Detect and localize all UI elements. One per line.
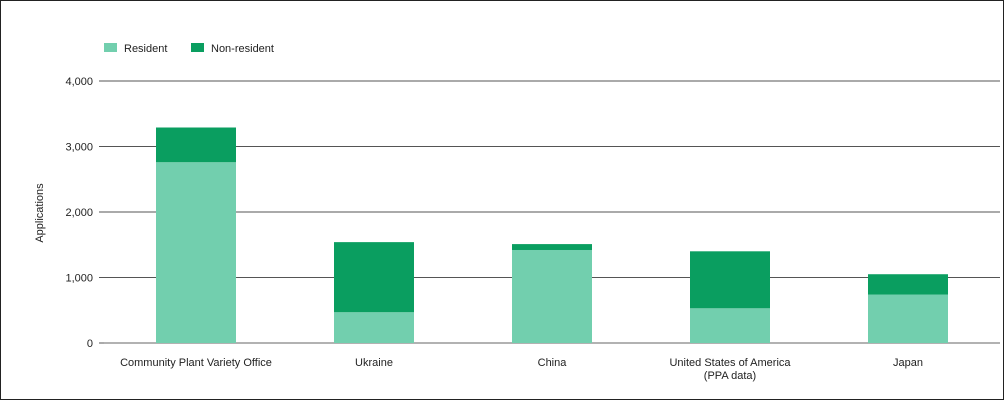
- bar-segment-resident: [868, 294, 948, 343]
- bar-segment-resident: [690, 308, 770, 343]
- bar-segment-non-resident: [334, 242, 414, 313]
- x-tick-label: China: [538, 357, 568, 369]
- x-tick-label: Japan: [893, 357, 923, 369]
- legend-swatch-non-resident: [191, 43, 204, 52]
- y-tick-label: 4,000: [65, 76, 93, 88]
- bar-segment-resident: [334, 312, 414, 343]
- x-tick-label: United States of America: [669, 357, 791, 369]
- stacked-bar-chart: 0 1,000 2,000 3,000 4,000 Applications Communi…: [34, 43, 1000, 382]
- x-tick-label: Community Plant Variety Office: [120, 357, 272, 369]
- legend-swatch-resident: [104, 43, 117, 52]
- bar-segment-non-resident: [156, 127, 236, 163]
- labels: 0 1,000 2,000 3,000 4,000 Applications Communi…: [34, 76, 923, 382]
- bar-segment-non-resident: [690, 251, 770, 309]
- x-tick-label: Ukraine: [355, 357, 393, 369]
- y-tick-label: 0: [87, 338, 93, 350]
- y-tick-label: 1,000: [65, 273, 93, 285]
- legend-label-resident: Resident: [124, 43, 167, 55]
- legend: Resident Non-resident: [104, 43, 274, 55]
- bars: [156, 127, 948, 343]
- y-tick-label: 3,000: [65, 142, 93, 154]
- y-tick-label: 2,000: [65, 207, 93, 219]
- legend-label-non-resident: Non-resident: [211, 43, 274, 55]
- bar-segment-resident: [156, 162, 236, 343]
- x-tick-label: (PPA data): [704, 370, 756, 382]
- bar-segment-non-resident: [868, 274, 948, 295]
- y-axis-title: Applications: [34, 183, 46, 243]
- bar-segment-non-resident: [512, 244, 592, 250]
- bar-segment-resident: [512, 249, 592, 343]
